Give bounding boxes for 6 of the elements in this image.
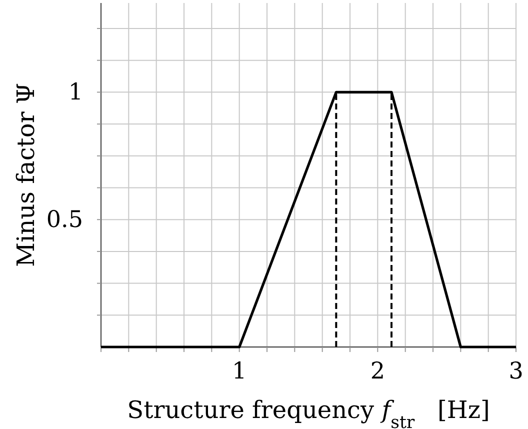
y-axis-title: Minus factor Ψ: [12, 83, 40, 267]
x-tick-label: 2: [370, 358, 385, 384]
x-tick-label: 1: [232, 358, 247, 384]
y-tick-label: 0.5: [46, 206, 83, 233]
text: Structure frequency f$_{str}$ [Hz]: [127, 396, 490, 429]
x-tick-label: 3: [508, 358, 524, 384]
